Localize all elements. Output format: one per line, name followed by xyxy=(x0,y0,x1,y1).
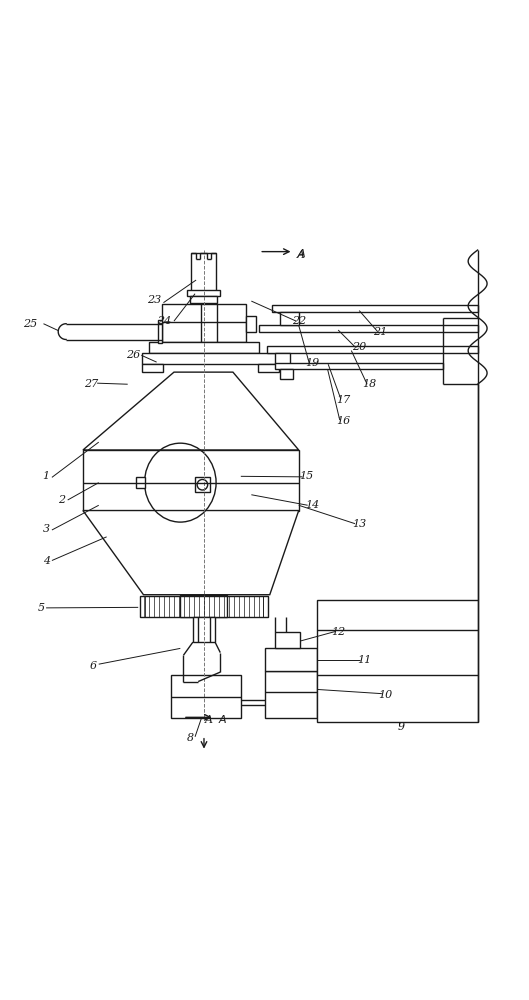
Bar xyxy=(145,596,263,617)
Text: 21: 21 xyxy=(373,327,387,337)
Text: 27: 27 xyxy=(84,379,98,389)
Text: 15: 15 xyxy=(299,471,314,481)
Text: 22: 22 xyxy=(291,316,306,326)
Bar xyxy=(193,617,215,642)
Bar xyxy=(259,325,478,332)
Text: 5: 5 xyxy=(37,603,44,613)
Bar xyxy=(275,632,300,648)
Text: 3: 3 xyxy=(42,524,50,534)
Text: 20: 20 xyxy=(352,342,367,352)
Polygon shape xyxy=(83,372,299,450)
Bar xyxy=(264,648,317,671)
Text: 1: 1 xyxy=(42,471,50,481)
Text: A: A xyxy=(297,250,305,260)
Text: 4: 4 xyxy=(42,556,50,566)
Text: 13: 13 xyxy=(352,519,367,529)
Bar xyxy=(171,675,241,718)
Bar xyxy=(142,364,163,372)
Bar xyxy=(180,596,226,617)
Bar xyxy=(195,477,210,492)
Bar xyxy=(267,346,478,353)
Bar xyxy=(191,253,216,295)
Text: 6: 6 xyxy=(90,661,97,671)
Bar xyxy=(258,364,279,372)
Bar xyxy=(275,353,290,364)
Bar xyxy=(272,305,478,312)
Text: A: A xyxy=(218,715,226,725)
Bar xyxy=(187,290,220,296)
Bar xyxy=(83,450,299,511)
Text: 19: 19 xyxy=(305,358,319,368)
Text: 25: 25 xyxy=(23,319,38,329)
Text: 10: 10 xyxy=(378,690,393,700)
Text: 24: 24 xyxy=(158,316,171,326)
Text: 12: 12 xyxy=(331,627,345,637)
Bar xyxy=(317,600,478,722)
Bar xyxy=(180,595,226,609)
Text: 23: 23 xyxy=(147,295,161,305)
Bar xyxy=(149,342,259,353)
Text: 16: 16 xyxy=(336,416,351,426)
Bar xyxy=(275,363,443,369)
Bar xyxy=(158,320,162,343)
Bar xyxy=(246,316,256,332)
Text: 14: 14 xyxy=(305,500,319,510)
Text: 26: 26 xyxy=(126,350,140,360)
Text: A: A xyxy=(205,715,213,725)
Bar xyxy=(280,312,299,325)
Text: 18: 18 xyxy=(362,379,377,389)
Bar xyxy=(190,296,217,303)
Bar xyxy=(264,671,317,718)
Text: 11: 11 xyxy=(358,655,371,665)
Bar xyxy=(142,353,279,364)
Text: 8: 8 xyxy=(187,733,194,743)
Text: 17: 17 xyxy=(336,395,351,405)
Polygon shape xyxy=(83,511,299,595)
Bar xyxy=(140,596,268,617)
Bar xyxy=(136,477,144,488)
Bar xyxy=(280,369,294,379)
Text: 2: 2 xyxy=(58,495,66,505)
Text: A: A xyxy=(297,249,305,259)
Bar xyxy=(162,304,246,342)
Text: 9: 9 xyxy=(398,722,405,732)
